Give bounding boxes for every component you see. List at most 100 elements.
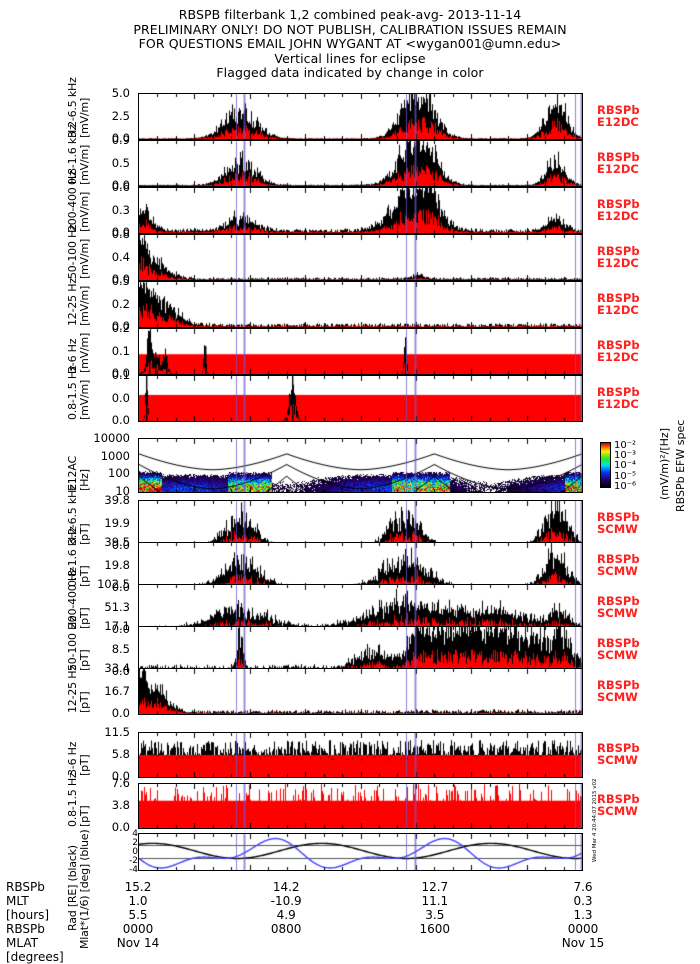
plot-panel-scmw-12_25[interactable] xyxy=(138,668,583,715)
plot-panel-e12dc-200_400[interactable] xyxy=(138,187,583,234)
plot-panel-scmw-0_8_1_5[interactable] xyxy=(138,783,583,829)
axis-value-mlt: 11.1 xyxy=(421,894,449,908)
y-tick-label: 33.4 xyxy=(104,661,130,675)
plot-panel-e12dc-3_6[interactable] xyxy=(138,328,583,375)
axis-value-date: Nov 14 xyxy=(116,936,160,950)
axis-value-rad: 15.2 xyxy=(124,880,152,894)
instrument-label-line: RBSPb xyxy=(597,509,640,524)
instrument-label-line: SCMW xyxy=(597,804,638,819)
instrument-label-scmw: RBSPb SCMW xyxy=(597,509,640,536)
y-tick-label: 10 xyxy=(115,484,130,498)
axis-column: 14.2 -10.9 4.9 0800 xyxy=(241,880,331,936)
instrument-label-line: RBSPb xyxy=(597,677,640,692)
colorbar-unit-label: (mV/m)²/[Hz] xyxy=(658,428,671,500)
y-tick-label: 0.0 xyxy=(111,538,130,552)
y-tick-label: 5.0 xyxy=(111,86,130,100)
y-tick-label: 102.5 xyxy=(97,577,130,591)
panel-canvas xyxy=(139,784,582,828)
instrument-label-line: E12DC xyxy=(597,114,639,129)
panel-canvas xyxy=(139,376,582,421)
y-axis-unit-label: [mV/m] xyxy=(78,97,91,138)
panel-canvas xyxy=(139,94,582,139)
axis-value-time: 0800 xyxy=(270,922,302,936)
y-tick-label: 19.8 xyxy=(104,557,130,572)
axis-column: 7.6 0.3 1.3 0000 Nov 15 xyxy=(538,880,628,950)
y-tick-label: 3.8 xyxy=(111,798,130,812)
y-tick-label: 0.3 xyxy=(111,202,130,217)
panel-canvas xyxy=(139,282,582,327)
axis-row-label: MLT xyxy=(6,894,29,908)
axis-value-time: 0000 xyxy=(122,922,154,936)
y-tick-label: 0.0 xyxy=(111,580,130,594)
y-tick-label: 0.0 xyxy=(111,413,130,427)
axis-row-label: [hours] xyxy=(6,908,50,922)
title-line-5: Flagged data indicated by change in colo… xyxy=(216,65,484,81)
instrument-label-scmw: RBSPb SCMW xyxy=(597,793,640,818)
panel-canvas xyxy=(139,627,582,672)
instrument-label-line: RBSPb xyxy=(597,384,640,399)
panel-canvas xyxy=(139,669,582,714)
orbit-y-tick: 4 xyxy=(132,829,138,839)
instrument-label-scmw: RBSPb SCMW xyxy=(597,551,640,578)
title-line-2: PRELIMINARY ONLY! DO NOT PUBLISH, CALIBR… xyxy=(133,21,567,37)
instrument-label-line: SCMW xyxy=(597,521,638,536)
y-tick-label: 0.1 xyxy=(111,343,130,358)
plot-panel-e12dc-0_8_1_5[interactable] xyxy=(138,375,583,422)
instrument-label-line: SCMW xyxy=(597,563,638,578)
plot-panel-e12dc-12_25[interactable] xyxy=(138,281,583,328)
plot-panel-e12dc-3_2_6_5[interactable] xyxy=(138,93,583,140)
orbit-parameters-panel[interactable] xyxy=(138,833,583,871)
orbit-y-tick: -4 xyxy=(129,865,138,875)
instrument-label-line: SCMW xyxy=(597,605,638,620)
instrument-label-line: RBSPb xyxy=(597,551,640,566)
instrument-label-e12dc: RBSPb E12DC xyxy=(597,103,640,129)
y-tick-label: 0.0 xyxy=(111,769,130,783)
instrument-label-line: RBSPb xyxy=(597,792,640,806)
y-tick-label: 17.1 xyxy=(104,619,130,633)
instrument-label-line: RBSPb xyxy=(597,149,640,164)
instrument-label-scmw: RBSPb SCMW xyxy=(597,677,640,704)
panel-canvas xyxy=(139,439,582,492)
instrument-label-line: RBSPb xyxy=(597,243,640,258)
axis-value-mlat: 1.3 xyxy=(573,908,593,922)
instrument-label-line: SCMW xyxy=(597,689,638,704)
y-tick-label: 8.5 xyxy=(111,641,130,656)
plot-panel-scmw-50_100[interactable] xyxy=(138,626,583,673)
instrument-label-e12dc: RBSPb E12DC xyxy=(597,149,640,176)
y-axis-band-label: 12-25 Hz xyxy=(66,665,79,713)
y-tick-label: 0.9 xyxy=(111,133,130,147)
colorbar-tick: 10⁻³ xyxy=(614,450,637,462)
plot-panel-scmw-200_400[interactable] xyxy=(138,584,583,631)
colorbar-tick: 10⁻⁶ xyxy=(614,480,637,492)
plot-panel-e12dc-50_100[interactable] xyxy=(138,234,583,281)
title-line-4: Vertical lines for eclipse xyxy=(274,50,426,66)
plot-panel-e12ac-E12AC[interactable] xyxy=(138,438,583,493)
y-axis-band-label: 50-100 Hz xyxy=(66,224,79,279)
plot-panel-scmw-0_8_1_6[interactable] xyxy=(138,542,583,589)
y-tick-label: 0.0 xyxy=(111,706,130,720)
axis-row-label: RBSPb xyxy=(6,880,45,894)
axis-value-rad: 7.6 xyxy=(573,880,593,894)
panel-canvas xyxy=(139,141,582,186)
y-tick-label: 0.1 xyxy=(111,368,130,382)
y-axis-unit-label: [pT] xyxy=(78,805,91,828)
y-axis-band-label: 0.8-1.5 Hz xyxy=(66,772,79,828)
y-tick-label: 16.7 xyxy=(104,683,130,698)
y-tick-label: 2.5 xyxy=(111,108,130,123)
plot-panel-scmw-3_2_6_5[interactable] xyxy=(138,500,583,547)
axis-value-mlat: 4.9 xyxy=(276,908,296,922)
y-axis-unit-label: [mV/m] xyxy=(78,379,91,420)
orbit-rad-title: Rad [RE] (black) xyxy=(66,845,79,931)
plot-panel-e12dc-0_8_1_6[interactable] xyxy=(138,140,583,187)
y-tick-label: 1000 xyxy=(100,448,130,463)
spectrogram-colorbar xyxy=(600,442,611,488)
axis-value-time: 0000 xyxy=(567,922,599,936)
plot-panel-scmw-3_6[interactable] xyxy=(138,732,583,778)
y-axis-unit-label: [Hz] xyxy=(78,469,91,491)
orbit-canvas xyxy=(139,834,582,870)
axis-value-mlt: -10.9 xyxy=(270,894,302,908)
y-tick-label: 19.9 xyxy=(104,515,130,530)
orbit-y-tick: -2 xyxy=(129,856,138,866)
axis-value-mlat: 5.5 xyxy=(128,908,148,922)
page-title: RBSPB filterbank 1,2 combined peak-avg- … xyxy=(0,7,700,81)
